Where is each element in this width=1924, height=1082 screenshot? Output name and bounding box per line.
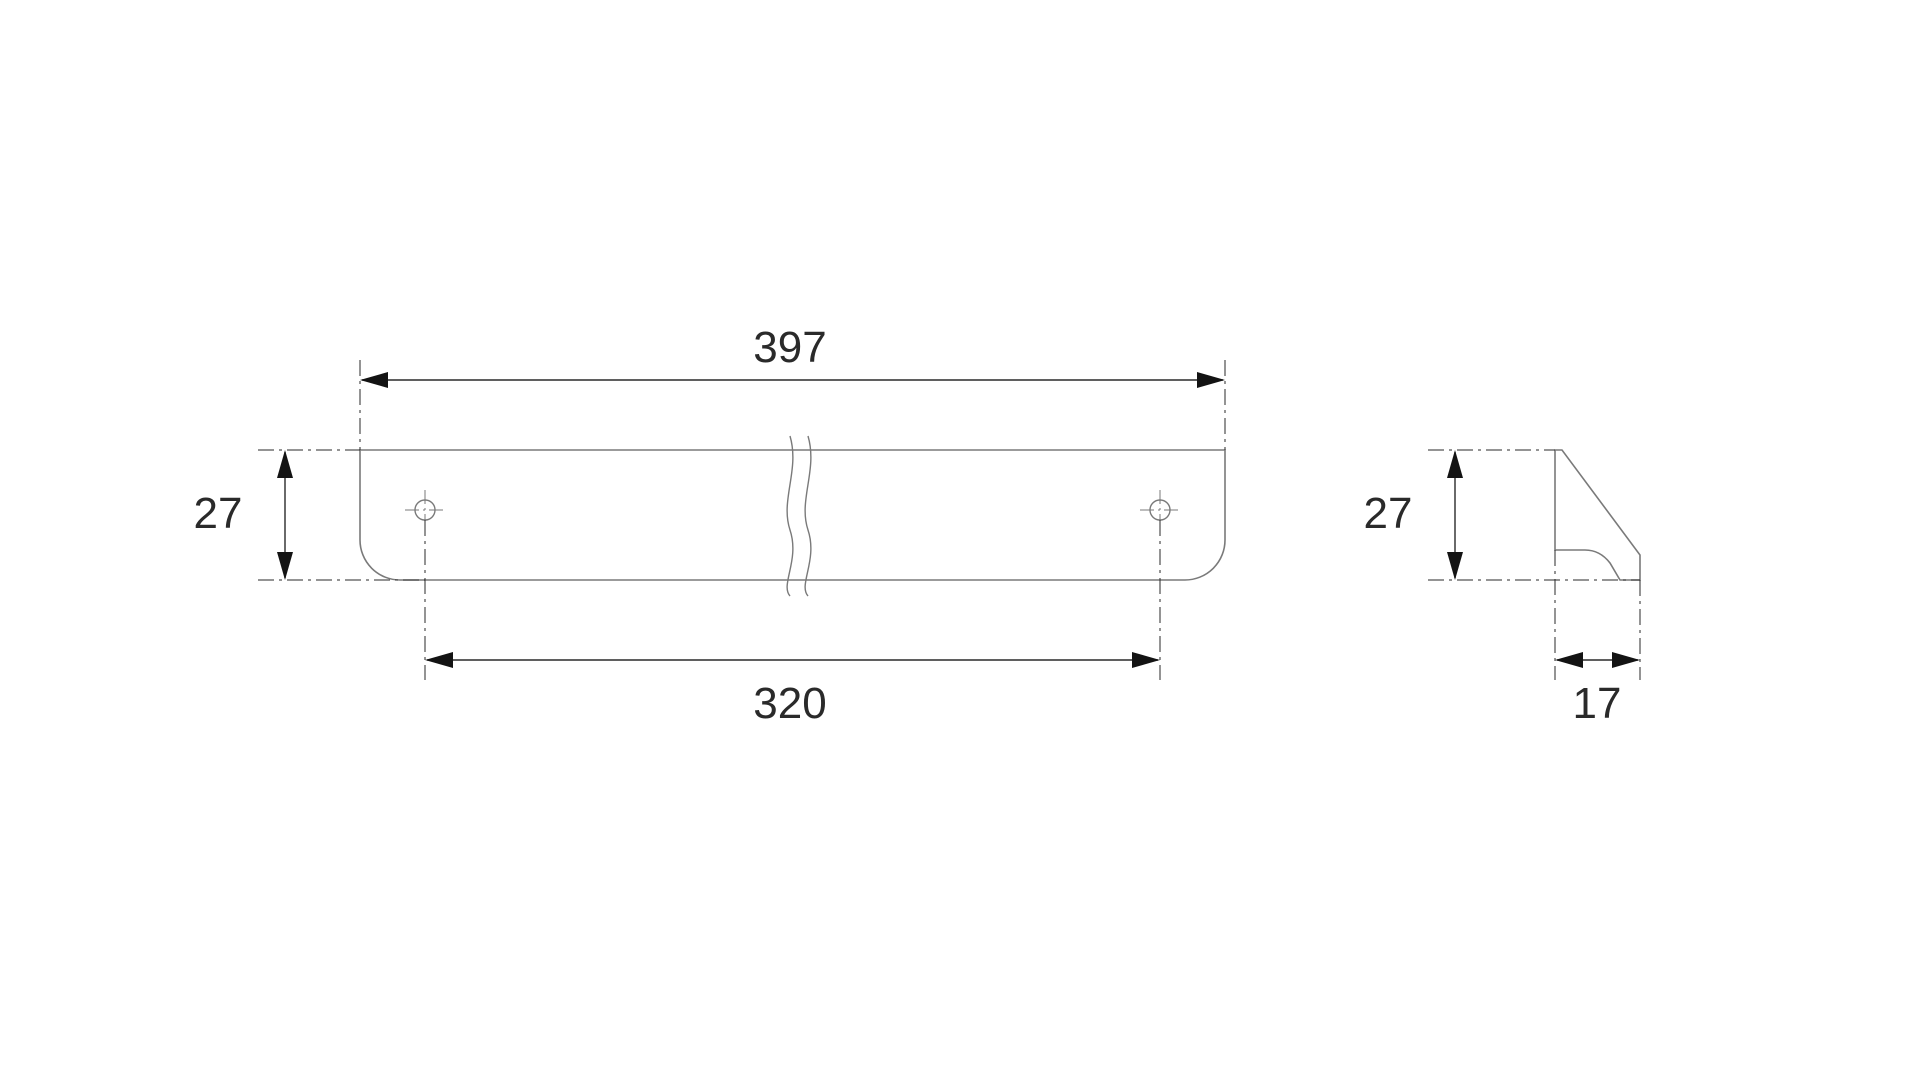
side-view: [1555, 450, 1640, 580]
dim-side-height-label: 27: [1364, 489, 1413, 538]
dim-side-height: 27: [1364, 450, 1640, 580]
side-outline: [1555, 450, 1640, 580]
dim-side-depth-label: 17: [1573, 679, 1622, 728]
dim-left-height: 27: [194, 450, 425, 580]
dim-bottom-width-label: 320: [753, 679, 826, 728]
dim-left-height-label: 27: [194, 489, 243, 538]
break-line-right: [805, 436, 811, 596]
front-view: [360, 436, 1225, 596]
dim-top-width: 397: [360, 323, 1225, 450]
break-line-left: [787, 436, 793, 596]
technical-drawing: 397 320 27 27 17: [0, 0, 1924, 1082]
dim-top-width-label: 397: [753, 323, 826, 372]
dim-side-depth: 17: [1555, 550, 1640, 728]
